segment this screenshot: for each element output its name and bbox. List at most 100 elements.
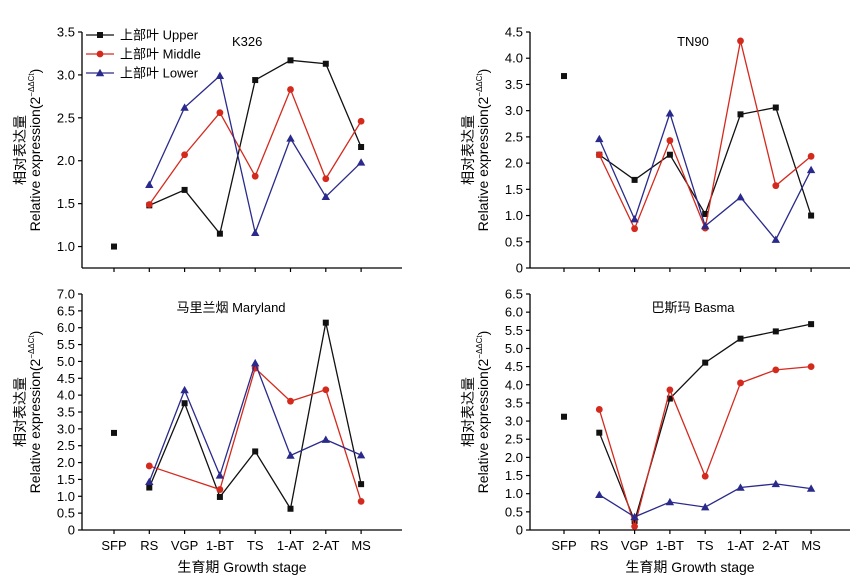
data-point-upper <box>631 517 638 524</box>
data-point-lower <box>215 471 225 479</box>
y-tick-label: 4.0 <box>505 51 523 66</box>
data-point-lower <box>215 71 225 79</box>
y-tick-label: 0 <box>516 261 523 276</box>
data-point-middle <box>595 406 603 413</box>
data-point-upper <box>216 493 223 500</box>
data-point-lower <box>251 358 260 367</box>
data-point-middle <box>251 172 259 180</box>
data-point-middle <box>807 363 815 371</box>
data-point-upper <box>561 73 567 80</box>
y-tick-label: 0.5 <box>57 506 75 521</box>
y-axis-title-en: Relative expression(2−ΔΔCt) <box>27 69 43 232</box>
y-tick-label: 6.0 <box>57 320 75 335</box>
data-point-upper <box>181 186 188 193</box>
data-point-upper <box>702 210 709 217</box>
series-line-middle <box>598 365 812 529</box>
data-point-middle <box>216 109 224 117</box>
y-tick-label: 4.5 <box>505 359 523 374</box>
series-line-middle <box>148 87 362 205</box>
y-tick-label: 6.0 <box>505 305 523 320</box>
data-point-middle <box>807 152 815 160</box>
y-tick-label: 3.0 <box>57 67 75 82</box>
legend-label-middle: 上部叶 Middle <box>120 47 201 62</box>
y-tick-label: 2.0 <box>57 153 75 168</box>
data-point-middle <box>322 386 330 394</box>
data-point-upper <box>216 230 223 237</box>
data-point-lower <box>180 385 189 394</box>
data-point-middle <box>287 397 294 405</box>
legend-label-upper: 上部叶 Upper <box>120 28 199 43</box>
y-tick-label: 6.5 <box>57 303 75 318</box>
data-point-upper <box>146 484 153 491</box>
x-tick-label: SFP <box>551 538 576 553</box>
data-point-lower <box>356 158 366 166</box>
y-tick-label: 5.0 <box>57 354 75 369</box>
y-tick-label: 3.0 <box>505 103 523 118</box>
data-point-lower <box>251 228 260 237</box>
data-point-lower <box>630 215 639 223</box>
data-point-lower <box>321 435 330 443</box>
y-tick-label: 2.5 <box>505 129 523 144</box>
y-tick-label: 0 <box>516 523 523 538</box>
data-point-upper <box>111 243 117 250</box>
data-point-lower <box>736 193 745 201</box>
y-tick-label: 1.0 <box>505 208 523 223</box>
data-point-middle <box>216 486 224 493</box>
data-point-middle <box>181 151 189 159</box>
y-tick-label: 3.0 <box>57 421 75 436</box>
x-tick-label: RS <box>590 538 608 553</box>
data-point-upper <box>111 429 117 436</box>
data-point-lower <box>286 451 295 459</box>
data-point-upper <box>181 400 188 407</box>
y-tick-label: 2.5 <box>505 432 523 447</box>
y-tick-label: 5.0 <box>505 341 523 356</box>
chart-panel-4: 0 0.5 1.0 1.5 2.0 2.5 3.0 3.5 4.0 4.5 5.0 5.5 6.0 6.5… <box>460 287 850 575</box>
data-point-upper <box>358 143 365 150</box>
data-point-middle <box>666 386 674 394</box>
data-point-upper <box>287 505 294 512</box>
data-point-lower <box>630 512 639 521</box>
data-point-upper <box>772 104 779 111</box>
legend-marker-upper <box>97 32 103 38</box>
series-line-lower <box>148 74 362 236</box>
data-point-middle <box>631 522 638 530</box>
y-tick-label: 2.0 <box>505 450 523 465</box>
data-point-upper <box>287 57 294 64</box>
y-axis-title-en: Relative expression(2−ΔΔCt) <box>475 69 491 232</box>
data-point-upper <box>252 77 259 84</box>
x-tick-label: 2-AT <box>762 538 789 553</box>
y-tick-label: 3.5 <box>505 395 523 410</box>
y-tick-label: 0 <box>68 523 75 538</box>
panel-title: 马里兰烟 Maryland <box>176 300 285 315</box>
data-point-upper <box>252 448 259 455</box>
data-point-upper <box>737 111 744 118</box>
series-line-middle <box>598 40 812 231</box>
data-point-middle <box>357 497 365 505</box>
panel-title: K326 <box>232 34 262 49</box>
data-point-middle <box>701 472 709 480</box>
x-tick-label: VGP <box>171 538 198 553</box>
data-point-middle <box>145 462 153 470</box>
data-point-lower <box>736 483 745 491</box>
data-point-upper <box>596 429 603 436</box>
y-tick-label: 7.0 <box>57 287 75 302</box>
data-point-middle <box>145 201 153 208</box>
y-tick-label: 1.5 <box>505 182 523 197</box>
data-point-upper <box>322 319 329 326</box>
data-point-upper <box>561 413 567 420</box>
y-tick-label: 4.0 <box>57 388 75 403</box>
y-tick-label: 2.5 <box>57 110 75 125</box>
data-point-lower <box>701 502 710 511</box>
series-line-middle <box>149 366 362 502</box>
x-tick-label: MS <box>351 538 371 553</box>
data-point-lower <box>806 484 816 492</box>
x-tick-label: RS <box>140 538 158 553</box>
legend-label-lower: 上部叶 Lower <box>120 66 199 81</box>
x-tick-label: 2-AT <box>312 538 339 553</box>
data-point-upper <box>666 395 673 402</box>
y-tick-label: 3.5 <box>57 25 75 40</box>
series-line-lower <box>148 361 362 483</box>
y-axis-title-cn: 相对表达量 <box>460 115 476 185</box>
y-axis-title-en: Relative expression(2−ΔΔCt) <box>27 331 43 494</box>
